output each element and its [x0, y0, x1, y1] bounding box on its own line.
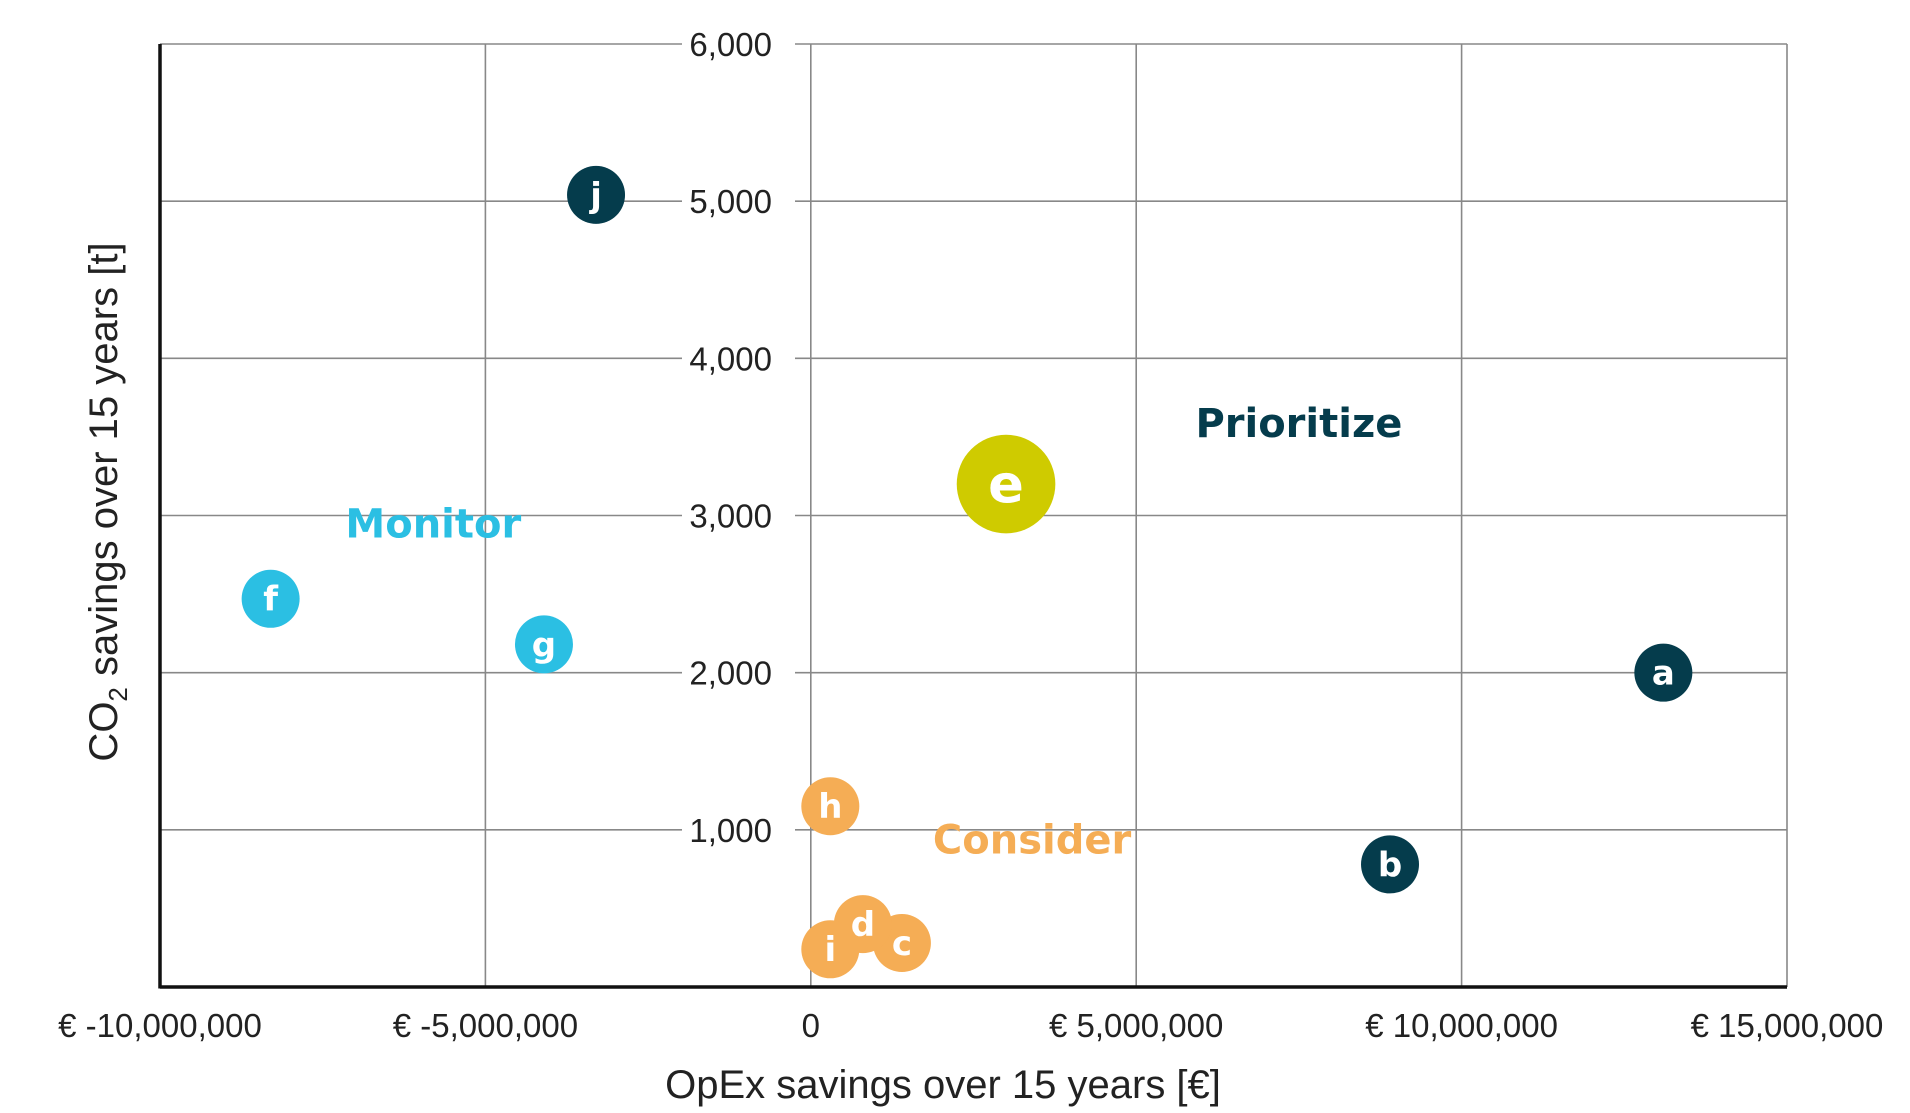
bubble-circle: [567, 165, 626, 224]
bubble-label: j: [588, 176, 602, 216]
bubble-circle: [1634, 643, 1693, 702]
bubble-label: e: [988, 455, 1024, 516]
bubble-circle: [801, 777, 860, 836]
x-tick-label: € 10,000,000: [1365, 1007, 1558, 1044]
y-axis-title-part: savings over 15 years [t]: [82, 242, 126, 687]
region-label: Consider: [933, 817, 1132, 863]
region-label: Monitor: [345, 502, 521, 548]
bubble-circle: [241, 569, 300, 628]
gridlines: [160, 43, 1788, 987]
bubble-f: f: [241, 569, 300, 628]
bubble-label: a: [1652, 654, 1675, 694]
y-tick-label: 6,000: [689, 26, 772, 63]
region-label: Prioritize: [1195, 401, 1402, 447]
x-tick-label: € 15,000,000: [1691, 1007, 1884, 1044]
y-tick-label: 5,000: [689, 183, 772, 220]
x-tick-labels: € -10,000,000 € -5,000,000 0 € 5,000,000 € 1…: [58, 1007, 1883, 1044]
bubble-a: a: [1634, 643, 1693, 702]
bubble-label: f: [263, 580, 279, 620]
x-tick-label: € -10,000,000: [58, 1007, 262, 1044]
y-tick-label: 1,000: [689, 812, 772, 849]
region-labels: Prioritize Monitor Consider: [345, 401, 1402, 863]
x-axis-title: OpEx savings over 15 years [€]: [665, 1063, 1221, 1107]
bubble-b: b: [1361, 835, 1420, 894]
bubble-circle: [1361, 835, 1420, 894]
bubble-h: h: [801, 777, 860, 836]
bubble-label: b: [1378, 845, 1402, 885]
bubble-g: g: [514, 615, 573, 674]
bubble-circle: [514, 615, 573, 674]
x-tick-label: € -5,000,000: [393, 1007, 578, 1044]
y-tick-labels: 1,000 2,000 3,000 4,000 5,000 6,000: [689, 26, 772, 849]
y-tick-label: 2,000: [689, 655, 772, 692]
y-axis-title-part: CO: [82, 702, 126, 762]
y-axis-title: CO2 savings over 15 years [t]: [82, 242, 133, 761]
bubble-circle: [956, 434, 1056, 534]
x-tick-label: 0: [802, 1007, 820, 1044]
bubble-circle: [801, 920, 860, 979]
bubble-e: e: [956, 434, 1056, 534]
bubble-label: c: [892, 924, 912, 964]
x-tick-label: € 5,000,000: [1049, 1007, 1223, 1044]
bubble-j: j: [567, 165, 626, 224]
bubble-label: g: [532, 625, 556, 665]
y-tick-label: 3,000: [689, 498, 772, 535]
y-tick-label: 4,000: [689, 340, 772, 377]
bubble-label: h: [818, 787, 842, 827]
axes: [158, 44, 1787, 989]
bubble-i: i: [801, 920, 860, 979]
bubble-label: i: [824, 930, 836, 970]
y-axis-title-subscript: 2: [103, 687, 133, 701]
